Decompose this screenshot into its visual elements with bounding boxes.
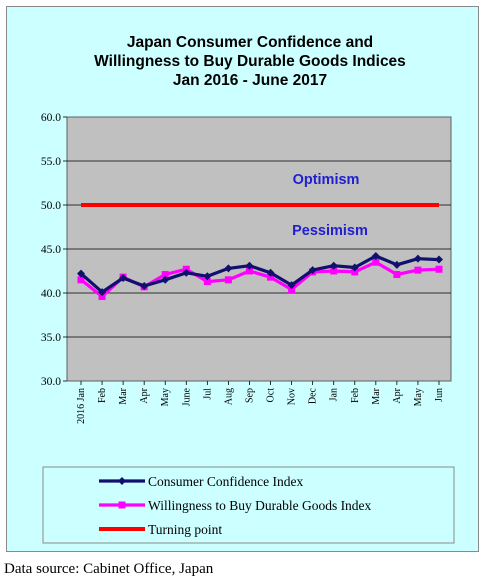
data-point-willingness <box>351 268 359 276</box>
x-tick-label: June <box>181 387 192 406</box>
data-point-consumer-confidence <box>161 275 170 284</box>
x-axis: 2016 Jan Feb Mar Apr May June Jul Aug Sep Oct Nov D… <box>76 381 445 424</box>
data-point-consumer-confidence <box>119 274 128 283</box>
data-point-consumer-confidence <box>140 281 149 290</box>
data-point-willingness <box>98 293 106 301</box>
data-point-willingness <box>372 258 380 266</box>
x-tick-label: 2016 Jan <box>76 388 87 424</box>
legend-label: Willingness to Buy Durable Goods Index <box>148 498 372 513</box>
data-point-consumer-confidence <box>308 266 317 275</box>
series-lines <box>77 203 443 301</box>
data-point-consumer-confidence <box>435 255 443 264</box>
data-point-consumer-confidence <box>224 264 233 273</box>
data-point-consumer-confidence <box>203 272 212 281</box>
data-point-willingness <box>288 285 296 293</box>
x-tick-label: Jan <box>329 388 340 401</box>
legend-marker <box>118 477 126 485</box>
y-tick-label: 30.0 <box>41 376 61 388</box>
legend-label: Consumer Confidence Index <box>148 474 303 489</box>
chart-title-line: Japan Consumer Confidence and <box>127 34 373 51</box>
x-tick-label: Dec <box>308 387 319 404</box>
x-tick-label: Apr <box>392 387 403 403</box>
data-point-consumer-confidence <box>182 268 191 277</box>
x-tick-label: Feb <box>97 388 108 403</box>
data-point-consumer-confidence <box>77 269 85 278</box>
x-tick-label: May <box>413 388 424 406</box>
y-tick-label: 45.0 <box>41 244 61 256</box>
data-point-consumer-confidence <box>266 268 275 277</box>
x-tick-label: Jun <box>434 388 445 402</box>
x-tick-label: Jul <box>202 388 213 400</box>
x-tick-label: May <box>160 388 171 406</box>
annotation-pessimism: Pessimism <box>292 223 368 239</box>
data-point-willingness <box>77 276 85 284</box>
annotation-optimism: Optimism <box>293 172 360 188</box>
data-point-willingness <box>224 276 232 284</box>
x-tick-label: Mar <box>371 387 382 404</box>
y-axis: 30.0 35.0 40.0 45.0 50.0 55.0 60.0 <box>41 112 67 388</box>
data-point-consumer-confidence <box>329 261 338 270</box>
x-tick-label: Feb <box>350 388 361 403</box>
series-line-consumer-confidence <box>79 254 440 294</box>
chart-title: Japan Consumer Confidence and Willingness… <box>94 34 406 89</box>
data-point-consumer-confidence <box>371 252 380 261</box>
data-point-willingness <box>330 267 338 275</box>
source-note: Data source: Cabinet Office, Japan <box>4 561 214 577</box>
x-tick-label: Oct <box>266 388 277 403</box>
data-point-consumer-confidence <box>287 281 296 290</box>
data-point-consumer-confidence <box>413 254 422 263</box>
legend-marker <box>118 501 126 509</box>
data-point-willingness <box>393 271 401 279</box>
chart-title-line: Willingness to Buy Durable Goods Indices <box>94 53 406 70</box>
data-point-consumer-confidence <box>350 263 359 272</box>
data-point-willingness <box>203 278 211 286</box>
y-tick-label: 60.0 <box>41 112 61 124</box>
data-point-willingness <box>245 267 253 275</box>
data-point-consumer-confidence <box>98 288 107 297</box>
y-tick-label: 50.0 <box>41 200 61 212</box>
x-tick-label: Nov <box>287 388 298 405</box>
data-point-willingness <box>267 273 275 281</box>
legend-label: Turning point <box>148 522 222 537</box>
data-point-willingness <box>435 265 443 273</box>
x-tick-label: Apr <box>139 387 150 403</box>
data-point-willingness <box>414 266 422 274</box>
data-point-consumer-confidence <box>245 261 254 270</box>
legend: Consumer Confidence Index Willingness to … <box>42 466 455 544</box>
x-tick-label: Sep <box>244 388 255 403</box>
data-point-consumer-confidence <box>392 260 401 269</box>
y-tick-label: 35.0 <box>41 332 61 344</box>
x-tick-label: Mar <box>118 387 129 404</box>
y-tick-label: 55.0 <box>41 156 61 168</box>
chart-title-line: Jan 2016 - June 2017 <box>173 72 327 89</box>
x-tick-label: Aug <box>223 388 234 405</box>
data-point-willingness <box>161 271 169 279</box>
y-tick-label: 40.0 <box>41 288 61 300</box>
